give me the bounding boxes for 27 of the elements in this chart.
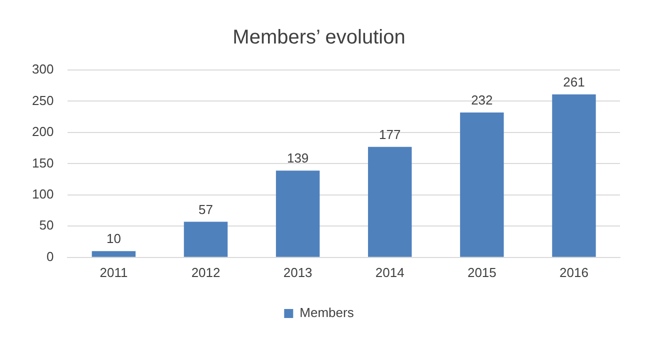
bar [460,112,504,257]
y-tick-label: 300 [32,62,54,77]
legend-label: Members [300,305,354,320]
data-label: 10 [106,231,121,246]
y-tick-label: 100 [32,186,54,202]
x-tick-label: 2016 [560,264,588,280]
bar [92,251,136,257]
y-tick-label: 50 [39,218,54,233]
y-tick-label: 0 [46,248,54,264]
bar [552,94,596,257]
data-label: 139 [286,150,309,166]
x-tick-label: 2014 [375,264,404,280]
chart-title: Members’ evolution [232,26,406,49]
data-label: 232 [471,92,493,108]
x-tick-label: 2011 [100,264,128,280]
y-tick-label: 200 [32,124,54,140]
data-label: 57 [198,202,213,217]
bar [184,222,228,257]
data-label: 261 [563,74,585,90]
x-tick-label: 2013 [283,264,312,280]
data-label: 177 [379,126,401,142]
y-tick-label: 150 [32,155,54,170]
y-tick-label: 250 [32,92,54,108]
x-tick-label: 2012 [191,264,220,280]
x-tick-label: 2015 [467,264,496,280]
bar [368,146,412,257]
bar [276,170,320,257]
